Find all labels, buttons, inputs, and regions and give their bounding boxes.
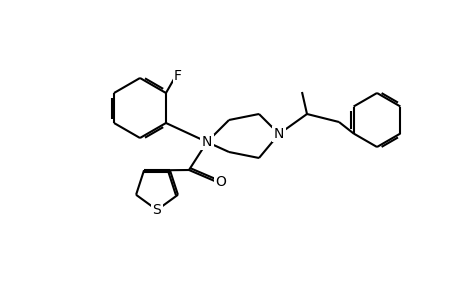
Text: N: N [273,127,284,141]
Text: S: S [152,203,161,217]
Text: F: F [174,69,182,83]
Text: N: N [202,135,212,149]
Text: O: O [215,175,226,189]
